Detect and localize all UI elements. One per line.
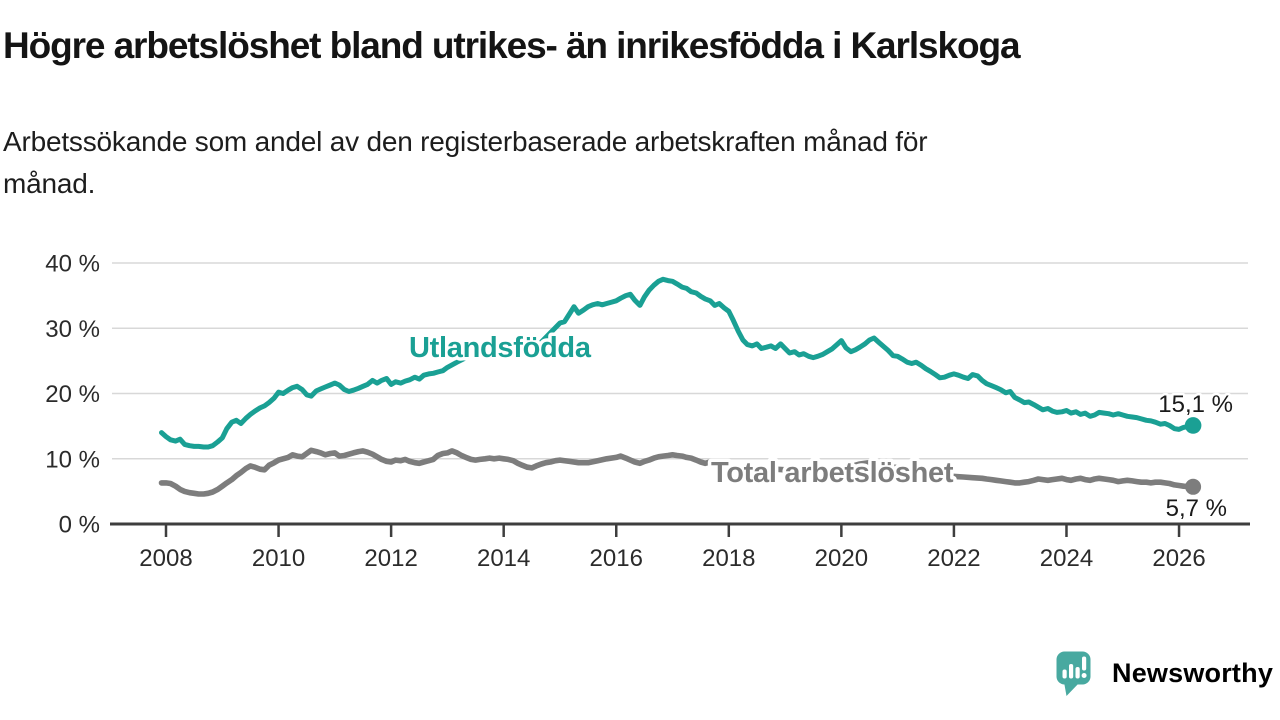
x-axis-tick-label: 2018: [702, 545, 755, 572]
grid-layer: 0 % 10 % 20 % 30 % 40 %: [45, 251, 1248, 539]
end-value-label-total: 5,7 %: [1166, 495, 1227, 522]
x-axis-tick-label: 2014: [477, 545, 530, 572]
series-layer: [158, 276, 1202, 497]
y-axis-tick-label: 0 %: [59, 512, 100, 539]
series-end-dot-total: [1185, 478, 1202, 495]
series-label-total-arbetsloshet: Total arbetslöshet: [711, 457, 954, 489]
series-end-dot-utlandsfodda: [1184, 417, 1202, 434]
newsworthy-logo-text: Newsworthy: [1112, 658, 1274, 688]
series-line-total: [158, 447, 1196, 497]
y-axis-tick-label: 10 %: [45, 446, 100, 473]
x-axis-tick-label: 2016: [590, 545, 643, 572]
newsworthy-logo: Newsworthy: [1056, 651, 1273, 699]
x-axis-tick-label: 2022: [927, 545, 980, 572]
axis-layer: 2008 2010 2012 2014 2016 2018 2020 2022 2024 2026: [110, 522, 1250, 572]
y-axis-tick-label: 30 %: [45, 316, 100, 343]
x-axis-tick-label: 2020: [815, 545, 868, 572]
chart-subtitle: Arbetssökande som andel av den registerb…: [3, 126, 928, 199]
y-axis-tick-label: 20 %: [45, 381, 100, 408]
x-axis-tick-label: 2008: [139, 545, 192, 572]
x-axis-tick-label: 2012: [364, 545, 417, 572]
series-label-utlandsfodda: Utlandsfödda: [409, 332, 592, 364]
y-axis-tick-label: 40 %: [45, 251, 100, 278]
chart-title: Högre arbetslöshet bland utrikes- än inr…: [3, 25, 1021, 66]
newsworthy-logo-icon: [1056, 651, 1091, 696]
series-line-utlandsfodda: [159, 276, 1196, 450]
x-axis-tick-label: 2010: [252, 545, 305, 572]
x-axis-tick-label: 2024: [1040, 545, 1093, 572]
end-value-label-utlandsfodda: 15,1 %: [1158, 391, 1233, 418]
x-axis-tick-label: 2026: [1152, 545, 1205, 572]
